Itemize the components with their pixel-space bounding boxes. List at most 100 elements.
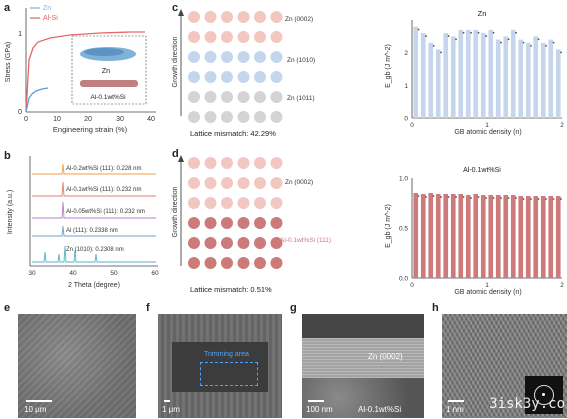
bar xyxy=(548,196,554,278)
bar-marker xyxy=(492,31,495,34)
d-row-label-1: Zn (0002) xyxy=(285,179,313,186)
lattice-atom xyxy=(254,11,266,23)
bar xyxy=(488,29,494,118)
g-alsi-label: Al-0.1wt%Si xyxy=(358,405,402,414)
d-growth-arrowhead xyxy=(178,155,184,162)
b-annot-5: Zn (1010): 0.2308 nm xyxy=(66,247,124,253)
lattice-atom xyxy=(188,11,200,23)
chart-alsi-gb-energy: Al-0.1wt%Si E_gb (J m^-2) GB atomic dens… xyxy=(385,167,564,296)
scalebar-g xyxy=(308,400,324,402)
bar-marker xyxy=(470,197,472,199)
lattice-atom xyxy=(204,197,217,209)
lattice-atom xyxy=(270,71,283,83)
bar xyxy=(533,36,539,119)
bar xyxy=(443,33,449,118)
lattice-atom xyxy=(270,197,283,209)
a-inset-zn-sample-texture xyxy=(84,48,124,56)
b-spectrum-2 xyxy=(32,181,156,197)
bar xyxy=(420,194,426,278)
watermark: 3isk3y.co xyxy=(489,396,565,412)
x-tick-label: 1 xyxy=(485,122,489,129)
sem-image-f: Trimming area 1 μm xyxy=(158,314,282,418)
lattice-atom xyxy=(188,111,200,123)
lattice-atom xyxy=(270,111,283,123)
bar-marker xyxy=(492,197,495,199)
bar-marker xyxy=(462,31,465,34)
lattice-atom xyxy=(237,257,250,269)
scalebar-h xyxy=(448,400,464,402)
lattice-atom xyxy=(204,177,217,189)
lattice-atom xyxy=(254,31,266,43)
bar xyxy=(413,26,419,118)
c-growth-label: Growth direction xyxy=(172,36,179,87)
bar xyxy=(488,195,494,278)
lattice-atom xyxy=(204,237,217,249)
c-row-label-3: Zn (1011) xyxy=(287,95,315,102)
g-zn-label: Zn (0002) xyxy=(368,352,403,361)
trimmed-region xyxy=(172,342,268,392)
lattice-atom xyxy=(254,197,266,209)
bar xyxy=(435,49,441,118)
bar-marker xyxy=(530,198,532,200)
scale-label-f: 1 μm xyxy=(162,405,180,414)
lattice-atom xyxy=(221,157,233,169)
bar-marker xyxy=(507,38,510,41)
bar-marker xyxy=(447,35,450,37)
b-spectrum-3 xyxy=(32,201,156,219)
bar-marker xyxy=(432,195,435,197)
bar-marker xyxy=(545,198,547,200)
bar xyxy=(525,42,531,118)
lattice-atom xyxy=(237,11,250,23)
panel-f: f Trimming area 1 μm xyxy=(142,300,284,419)
bar-marker xyxy=(455,196,457,198)
a-xtick-3: 30 xyxy=(116,116,124,123)
bar xyxy=(555,196,561,278)
lattice-atom xyxy=(270,157,283,169)
a-inset-alsi-sample xyxy=(80,80,138,87)
panel-letter-b: b xyxy=(4,150,11,162)
a-xtick-0: 0 xyxy=(24,116,28,123)
bar xyxy=(450,194,456,278)
panel-letter-e: e xyxy=(4,302,11,314)
lattice-atom xyxy=(237,51,250,63)
lattice-atom xyxy=(270,51,283,63)
bar-marker xyxy=(522,198,525,200)
lattice-atom xyxy=(270,217,283,229)
lattice-atom xyxy=(188,91,200,103)
lattice-atom xyxy=(221,71,233,83)
chart-d-ylabel: E_gb (J m^-2) xyxy=(385,204,392,248)
a-xlabel: Engineering strain (%) xyxy=(53,125,128,134)
lattice-atom xyxy=(188,71,200,83)
lattice-atom xyxy=(188,31,200,43)
d-growth-label: Growth direction xyxy=(172,186,179,237)
bar-marker xyxy=(477,31,480,34)
lattice-atom xyxy=(237,217,250,229)
lattice-atom xyxy=(254,111,266,123)
panel-c: c Growth direction Zn (0002) Zn (1010) Z… xyxy=(172,2,315,138)
lattice-atom xyxy=(221,11,233,23)
panel-h: h 1 nm 3isk3y.co xyxy=(428,300,567,419)
bar-marker xyxy=(560,51,562,54)
bar-marker xyxy=(477,196,480,198)
lattice-atom xyxy=(237,31,250,43)
fft-center-dot xyxy=(542,393,545,396)
lattice-atom xyxy=(188,51,200,63)
lattice-atom xyxy=(204,31,217,43)
lattice-atom xyxy=(204,217,217,229)
lattice-atom xyxy=(270,257,283,269)
c-lattice-grid xyxy=(188,11,283,123)
bar-marker xyxy=(515,197,517,199)
b-spectrum-1 xyxy=(32,163,156,175)
bar xyxy=(480,195,486,278)
scale-label-e: 10 μm xyxy=(24,405,47,414)
lattice-atom xyxy=(188,157,200,169)
bar xyxy=(473,194,479,278)
tem-g-zn-layer xyxy=(302,338,424,378)
bar-marker xyxy=(537,198,540,200)
chart-c-title: Zn xyxy=(478,9,487,18)
a-legend-alsi: Al-Si xyxy=(43,15,58,22)
lattice-atom xyxy=(204,257,217,269)
bar xyxy=(495,195,501,278)
lattice-atom xyxy=(237,111,250,123)
lattice-atom xyxy=(237,197,250,209)
